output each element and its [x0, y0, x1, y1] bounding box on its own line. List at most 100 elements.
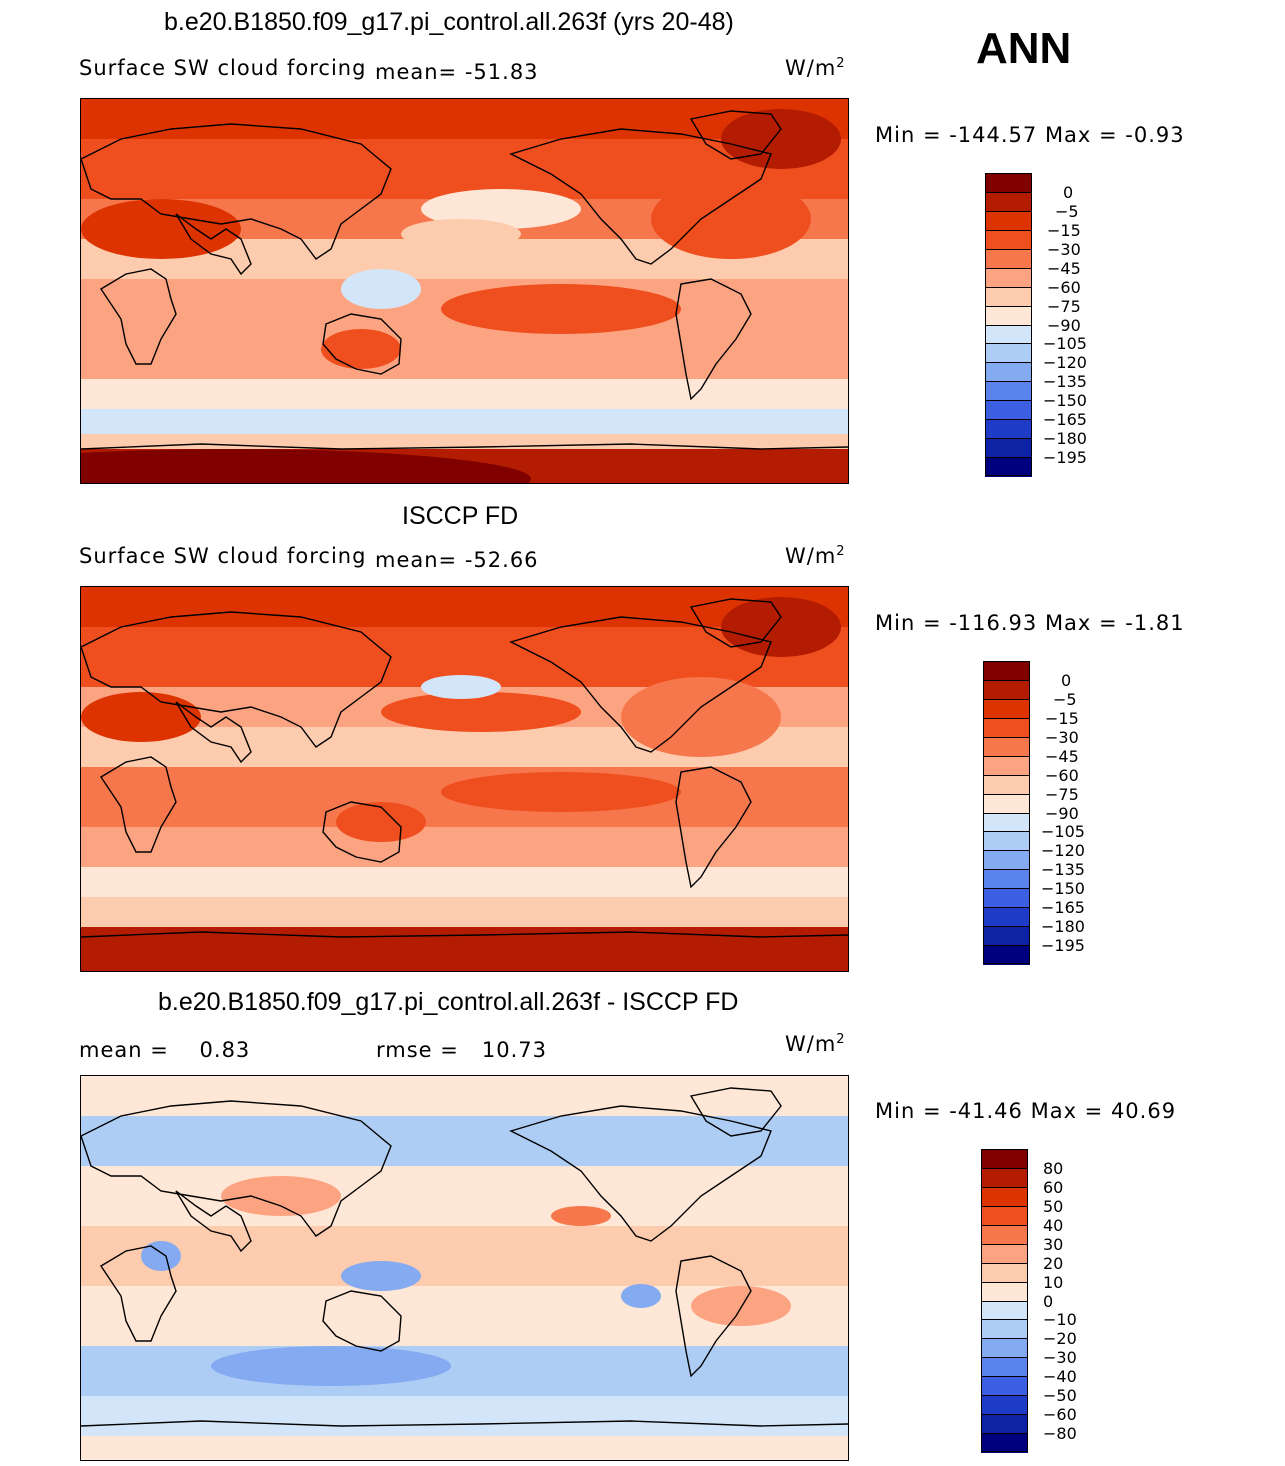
colorbar-tick-label: −150	[1041, 879, 1085, 899]
coastline	[81, 123, 392, 260]
panel1-mean-value: -51.83	[464, 60, 539, 84]
panel1-mean-label: mean=	[375, 60, 458, 84]
colorbar-swatch	[983, 869, 1030, 890]
field-band	[81, 339, 848, 379]
panel1-units-exp: 2	[836, 56, 846, 71]
coastline	[509, 1105, 772, 1242]
colorbar-tick-label: −105	[1043, 334, 1087, 354]
colorbar-swatch	[981, 1357, 1028, 1378]
panel2-mean: mean= -52.66	[375, 548, 539, 572]
coastline	[175, 701, 252, 764]
panel3-mean: mean = 0.83	[79, 1038, 250, 1062]
colorbar-swatch	[983, 698, 1030, 719]
colorbar-tick-label: 80	[1043, 1158, 1064, 1178]
colorbar-tick-label: −165	[1041, 898, 1085, 918]
panel2-map	[80, 586, 849, 972]
field-band	[81, 867, 848, 897]
panel3-units: W/m2	[785, 1032, 846, 1056]
panel1-minmax: Min = -144.57 Max = -0.93	[875, 123, 1185, 147]
panel1-title: b.e20.B1850.f09_g17.pi_control.all.263f …	[164, 8, 734, 36]
coastline	[322, 801, 402, 863]
field-blob	[401, 219, 521, 249]
field-blob	[81, 199, 241, 259]
field-band	[81, 1396, 848, 1436]
colorbar-frame	[981, 1149, 1028, 1452]
colorbar-swatch	[981, 1281, 1028, 1302]
panel1-colorbar: 0 −5 −15 −30 −45 −60 −75 −90 −105 −120 −135 −150 −16…	[985, 173, 1115, 478]
colorbar-tick-label: −10	[1043, 1310, 1077, 1330]
coastline	[100, 1245, 177, 1342]
field-blob	[141, 1241, 181, 1271]
field-band	[81, 409, 848, 434]
panel2-map-svg	[81, 587, 848, 971]
colorbar-tick-label: 10	[1043, 1272, 1064, 1292]
colorbar-tick-label: −5	[1055, 201, 1079, 221]
colorbar-tick-label: −60	[1047, 277, 1081, 297]
panel3-map-svg	[81, 1076, 848, 1460]
coastline	[100, 756, 177, 853]
field-blob	[341, 269, 421, 309]
panel1-units-base: W/m	[785, 56, 837, 80]
colorbar-tick-label: −50	[1043, 1386, 1077, 1406]
field-band	[81, 827, 848, 867]
colorbar-swatch	[983, 831, 1030, 852]
colorbar-tick-label: −20	[1043, 1329, 1077, 1349]
coastline	[81, 443, 848, 450]
field-blob	[341, 1261, 421, 1291]
panel1-mean: mean= -51.83	[375, 60, 539, 84]
colorbar-tick-label: 0	[1043, 1291, 1054, 1311]
colorbar-tick-label: −15	[1047, 220, 1081, 240]
colorbar-tick-label: −120	[1043, 353, 1087, 373]
colorbar-tick-label: 0	[1061, 670, 1072, 690]
panel3-mean-value: 0.83	[199, 1038, 251, 1062]
panel2-colorbar: 0 −5 −15 −30 −45 −60 −75 −90 −105 −120 −135 −150 −16…	[983, 661, 1113, 966]
coastline	[81, 931, 848, 938]
colorbar-tick-label: −165	[1043, 410, 1087, 430]
coastline	[175, 1190, 252, 1253]
coastline	[689, 598, 782, 648]
colorbar-tick-label: −30	[1043, 1348, 1077, 1368]
field-blob	[621, 1284, 661, 1308]
field-blob	[551, 1206, 611, 1226]
field-blob	[336, 802, 426, 842]
colorbar-swatch	[981, 1338, 1028, 1359]
coastline	[81, 611, 392, 748]
colorbar-tick-label: −135	[1041, 860, 1085, 880]
field-band	[81, 897, 848, 927]
colorbar-tick-label: −30	[1047, 239, 1081, 259]
colorbar-tick-label: 40	[1043, 1215, 1064, 1235]
colorbar-tick-label: −75	[1045, 784, 1079, 804]
colorbar-tick-label: −180	[1043, 429, 1087, 449]
colorbar-swatch	[985, 191, 1032, 212]
colorbar-swatch	[985, 229, 1032, 250]
colorbar-swatch	[985, 343, 1032, 364]
field-band	[81, 1076, 848, 1116]
colorbar-tick-label: −15	[1045, 708, 1079, 728]
panel3-rmse: rmse = 10.73	[376, 1038, 547, 1062]
field-blob	[81, 692, 201, 742]
colorbar-swatch	[981, 1224, 1028, 1245]
colorbar-tick-label: −105	[1041, 822, 1085, 842]
colorbar-tick-label: −90	[1045, 803, 1079, 823]
colorbar-swatch	[981, 1319, 1028, 1340]
panel2-units: W/m2	[785, 544, 846, 568]
panel2-mean-value: -52.66	[464, 548, 539, 572]
colorbar-swatch	[985, 381, 1032, 402]
colorbar-swatch	[985, 267, 1032, 288]
field-band	[81, 1226, 848, 1286]
coastline	[675, 766, 752, 889]
coastline	[175, 213, 252, 276]
colorbar-tick-label: −75	[1047, 296, 1081, 316]
colorbar-tick-label: 20	[1043, 1253, 1064, 1273]
field-band	[81, 99, 848, 139]
field-blob	[621, 677, 781, 757]
colorbar-tick-label: −60	[1045, 765, 1079, 785]
colorbar-swatch	[981, 1205, 1028, 1226]
field-blob	[441, 772, 681, 812]
field-blob	[721, 597, 841, 657]
panel1-map	[80, 98, 849, 484]
field-band	[81, 379, 848, 409]
panel3-colorbar: 80 60 50 40 30 20 10 0 −10 −20 −30 −40 −50 −60 −80	[981, 1149, 1111, 1454]
coastline	[689, 1087, 782, 1137]
colorbar-swatch	[985, 248, 1032, 269]
